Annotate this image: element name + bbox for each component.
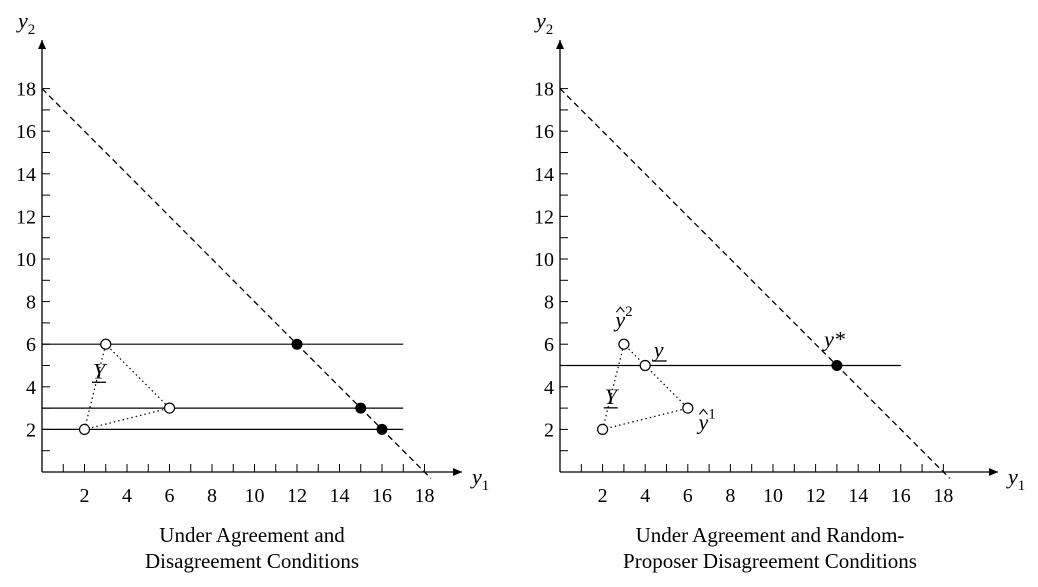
y-tick-label: 10 [16, 249, 36, 271]
x-tick-label: 8 [207, 485, 217, 507]
y-axis-label-sub: 2 [546, 22, 554, 38]
x-tick-label: 10 [763, 485, 783, 507]
open-point [100, 338, 112, 350]
open-point [78, 423, 91, 435]
annotation-hat [615, 306, 625, 313]
y-axis-arrow [38, 40, 46, 49]
panel-caption-line-1: Under Agreement and [159, 523, 345, 547]
annotation-label: Y [93, 358, 108, 383]
panel-caption-line-1: Under Agreement and Random- [636, 523, 905, 547]
open-point [682, 402, 694, 414]
filled-point [355, 402, 367, 414]
x-tick-label: 4 [640, 485, 650, 507]
y-tick-label: 18 [534, 79, 554, 101]
y-tick-label: 16 [534, 121, 554, 143]
y-tick-label: 12 [16, 206, 36, 228]
frontier-line [41, 88, 432, 479]
y-tick-label: 6 [26, 334, 36, 356]
y-tick-label: 4 [544, 377, 554, 399]
annotation-label: y2 [613, 304, 632, 332]
annotation-sup: 2 [625, 304, 633, 320]
x-tick-label: 16 [891, 485, 911, 507]
x-axis-label-sub: 1 [482, 478, 490, 494]
x-tick-label: 6 [165, 485, 175, 507]
y-axis-label: y2 [16, 8, 35, 38]
panel-caption-line-2: Disagreement Conditions [145, 549, 359, 573]
open-point [639, 359, 651, 372]
x-tick-label: 6 [683, 485, 693, 507]
filled-point [291, 338, 303, 350]
y-tick-label: 14 [534, 164, 554, 186]
x-tick-label: 12 [806, 485, 826, 507]
x-tick-label: 18 [933, 485, 953, 507]
y-tick-label: 8 [26, 292, 36, 314]
annotation-label: y1 [696, 406, 715, 434]
y-tick-label: 14 [16, 164, 36, 186]
x-axis-label: y1 [470, 464, 489, 494]
filled-point [831, 360, 843, 371]
x-tick-label: 2 [598, 485, 608, 507]
panel-caption-line-2: Proposer Disagreement Conditions [623, 549, 917, 573]
x-tick-label: 16 [372, 485, 392, 507]
annotation-label: y* [822, 326, 845, 351]
x-axis-label: y1 [1006, 464, 1025, 494]
open-point [618, 338, 630, 350]
x-tick-label: 12 [287, 485, 307, 507]
x-tick-label: 2 [80, 485, 90, 507]
x-tick-label: 10 [245, 485, 265, 507]
annotation-hat [699, 408, 708, 415]
x-axis-arrow [989, 468, 998, 476]
x-tick-label: 4 [122, 485, 132, 507]
filled-point [376, 423, 388, 435]
panel-2: 2 4 6 8 10 12 14 16 1824681012141618y2y1y2yYy1y*… [534, 8, 1025, 573]
open-point [163, 402, 176, 414]
y-tick-label: 2 [26, 419, 36, 441]
y-axis-label: y2 [534, 8, 553, 38]
x-axis-label-sub: 1 [1018, 478, 1026, 494]
y-axis-arrow [556, 40, 564, 49]
open-point [596, 423, 609, 435]
y-tick-label: 8 [544, 292, 554, 314]
frontier-line [559, 88, 951, 479]
y-tick-label: 16 [16, 121, 36, 143]
dotted-triangle [83, 343, 171, 431]
annotation-label: Y [605, 384, 620, 409]
x-tick-label: 8 [725, 485, 735, 507]
x-tick-label: 14 [848, 485, 868, 507]
annotation-label: y [652, 337, 664, 362]
y-tick-label: 4 [26, 377, 36, 399]
x-axis-arrow [453, 468, 462, 476]
y-tick-label: 2 [544, 419, 554, 441]
y-tick-label: 12 [534, 206, 554, 228]
y-tick-label: 6 [544, 334, 554, 356]
x-tick-label: 14 [330, 485, 350, 507]
y-axis-label-sub: 2 [28, 22, 36, 38]
y-tick-label: 10 [534, 249, 554, 271]
y-tick-label: 18 [16, 79, 36, 101]
x-tick-label: 18 [415, 485, 435, 507]
annotation-sup: 1 [708, 406, 716, 422]
